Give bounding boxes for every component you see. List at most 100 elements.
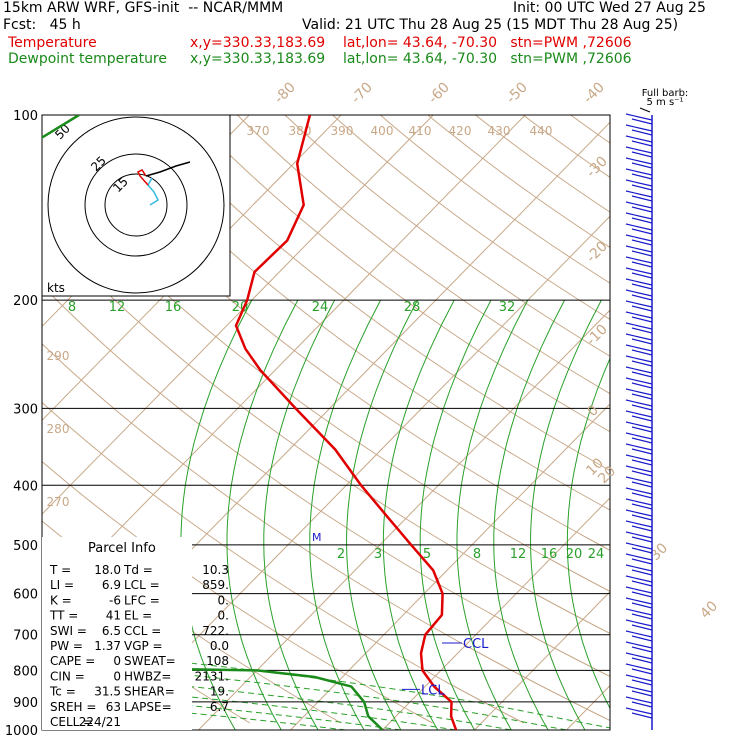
wind-barb — [625, 652, 653, 660]
mixing-ratio-label: 3 — [374, 547, 382, 562]
parcel-value: 10.3 — [202, 563, 229, 577]
wind-barb — [625, 157, 653, 165]
dry-adiabat-line — [42, 401, 525, 724]
parcel-value: 19. — [210, 685, 229, 699]
mixing-ratio-label: 20 — [566, 547, 583, 562]
wind-barb — [631, 690, 653, 697]
wind-barb — [631, 525, 653, 532]
parcel-value: 41 — [106, 609, 121, 623]
hodograph-units: kts — [47, 281, 65, 295]
dry-adiabat-line — [332, 115, 610, 320]
parcel-key: SWI = — [50, 624, 87, 638]
parcel-value: 0 — [113, 654, 121, 668]
theta-label: 290 — [47, 349, 70, 363]
wind-barb — [631, 184, 653, 191]
parcel-key: VGP = — [124, 639, 163, 653]
parcel-key: SWEAT= — [124, 654, 176, 668]
isotherm-line — [382, 497, 610, 730]
mixing-ratio-label: 24 — [588, 547, 605, 562]
isotherm-line — [42, 115, 342, 422]
theta-label: 390 — [331, 124, 354, 138]
parcel-value: 0. — [218, 593, 229, 607]
wind-barb — [625, 377, 653, 385]
hodograph-trace-low — [147, 177, 159, 206]
wind-barb — [631, 228, 653, 235]
pressure-label: 700 — [13, 629, 38, 644]
parcel-key: EL = — [124, 609, 152, 623]
isotherm-label: 0 — [584, 402, 602, 420]
parcel-info-title: Parcel Info — [88, 541, 156, 556]
isotherm-line — [42, 115, 434, 515]
dry-adiabat-line — [427, 115, 610, 248]
isotherm-label: -40 — [580, 79, 607, 106]
wind-barb — [625, 135, 653, 143]
wind-barb — [625, 179, 653, 187]
wind-barb — [625, 399, 653, 407]
wind-barb — [625, 619, 653, 627]
wind-barb — [625, 212, 653, 220]
wind-barb — [631, 140, 653, 147]
parcel-key: CIN = — [50, 669, 85, 683]
moist-adiabat-line — [42, 671, 512, 730]
wind-barb — [625, 542, 653, 550]
valid-time: Valid: 21 UTC Thu 28 Aug 25 (15 MDT Thu … — [302, 17, 679, 33]
hodograph-ring — [84, 153, 188, 257]
isotherm-label: -30 — [583, 153, 610, 180]
dewpoint-profile — [42, 115, 384, 730]
wind-barb — [631, 217, 653, 224]
wind-barb — [625, 498, 653, 506]
wind-barb — [625, 168, 653, 176]
wind-barb — [625, 146, 653, 154]
wind-barb — [631, 327, 653, 334]
mixing-ratio-label: 12 — [510, 547, 527, 562]
pressure-label: 800 — [13, 664, 38, 679]
mixing-ratio-labels: 8 12 16 20 24 28 32 2 3 5 8 12 16 20 24 — [68, 300, 604, 562]
theta-label: 410 — [409, 124, 432, 138]
parcel-value: 224/21 — [79, 715, 121, 729]
theta-label: 420 — [449, 124, 472, 138]
wind-barb — [625, 289, 653, 297]
wind-barb — [625, 278, 653, 286]
hodograph-trace-mid — [136, 169, 149, 186]
parcel-key: K = — [50, 593, 72, 607]
wind-barb — [625, 454, 653, 462]
model-title: 15km ARW WRF, GFS-init -- NCAR/MMM — [3, 0, 284, 16]
pressure-label: 1000 — [5, 724, 38, 739]
wind-barb — [631, 459, 653, 466]
isotherm-label: -60 — [425, 79, 452, 106]
parcel-key: LFC = — [124, 593, 160, 607]
wind-barb — [631, 118, 653, 125]
dry-adiabat-line — [189, 115, 610, 433]
wind-barb — [625, 476, 653, 484]
wind-barb — [631, 437, 653, 444]
dry-adiabat-line — [42, 343, 610, 722]
dry-adiabat-line — [379, 115, 610, 284]
wind-barb — [625, 223, 653, 231]
dewpoint-label: Dewpoint temperature — [8, 51, 167, 67]
plot-frame — [41, 114, 611, 731]
wind-barb — [631, 239, 653, 246]
mixing-ratio-label: 24 — [312, 300, 329, 315]
wind-barb — [625, 388, 653, 396]
dry-adiabat-line — [237, 115, 610, 395]
isotherm-label: -10 — [583, 321, 610, 348]
wind-barb — [631, 382, 653, 389]
wind-barb — [625, 344, 653, 352]
wind-barb — [631, 613, 653, 620]
parcel-value: 2131. — [195, 669, 229, 683]
dry-adiabat-line — [42, 284, 610, 678]
mixing-ratio-label: 16 — [165, 300, 182, 315]
wind-barb — [625, 421, 653, 429]
wind-barb — [631, 679, 653, 686]
wind-barb — [631, 261, 653, 268]
ccl-label: CCL — [463, 637, 489, 652]
wind-barb — [625, 366, 653, 374]
wind-barb — [625, 487, 653, 495]
dry-adiabat-line — [618, 115, 740, 723]
mixing-ratio-label: 8 — [68, 300, 76, 315]
parcel-key: CAPE = — [50, 654, 95, 668]
wind-barb — [631, 283, 653, 290]
wind-barb — [631, 492, 653, 499]
